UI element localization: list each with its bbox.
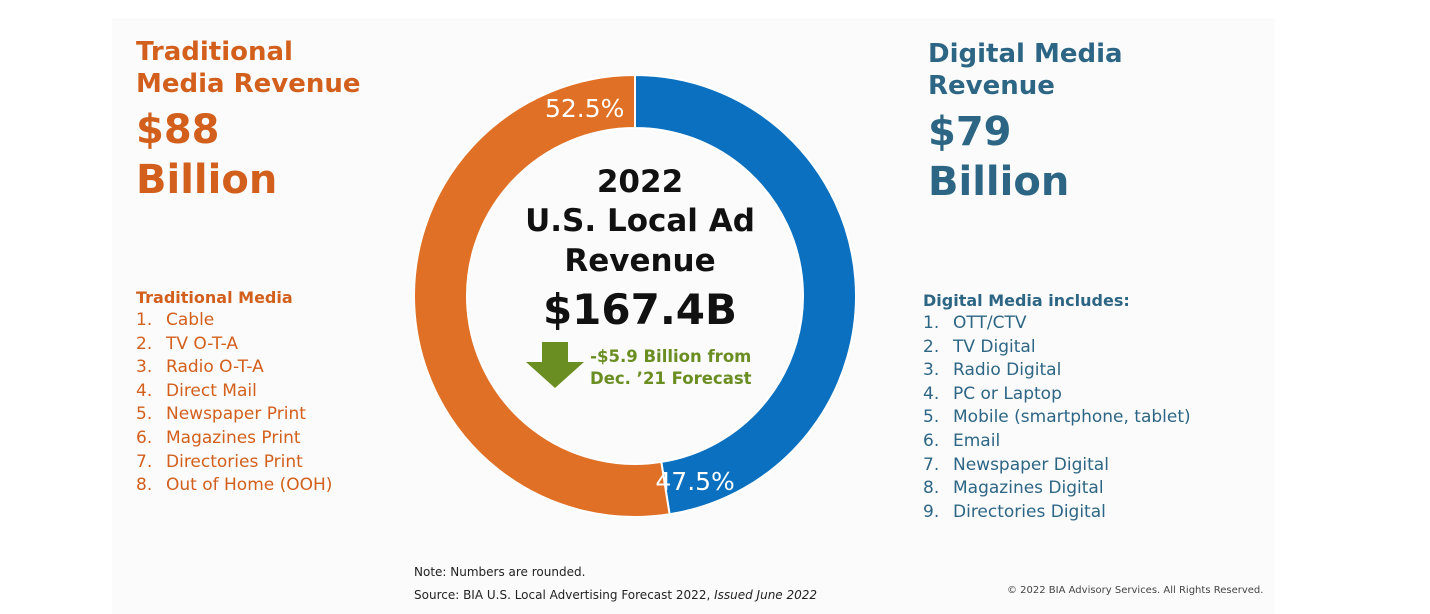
donut-center: 2022 U.S. Local Ad Revenue $167.4B bbox=[500, 163, 780, 335]
center-total: $167.4B bbox=[542, 285, 738, 334]
list-item-label: Out of Home (OOH) bbox=[166, 475, 333, 496]
digital-slice bbox=[634, 75, 856, 516]
list-item-label: OTT/CTV bbox=[953, 313, 1027, 333]
list-item-label: Radio Digital bbox=[953, 360, 1062, 381]
list-item: 7. Directories Print bbox=[136, 451, 332, 475]
copyright: © 2022 BIA Advisory Services. All Rights… bbox=[1007, 585, 1264, 596]
digital-list-title: Digital Media includes: bbox=[923, 291, 1130, 310]
list-item-label: Radio O-T-A bbox=[166, 357, 264, 378]
forecast-change-line2: Dec. ’21 Forecast bbox=[590, 369, 752, 388]
list-item-number: 8. bbox=[923, 478, 940, 499]
list-item: 9. Directories Digital bbox=[923, 501, 1191, 525]
list-item: 2. TV Digital bbox=[923, 336, 1191, 360]
forecast-change-line1: -$5.9 Billion from bbox=[590, 347, 752, 366]
list-item-label: Magazines Print bbox=[166, 427, 301, 448]
digital-list-block: Digital Media includes: 1. OTT/CTV 2. TV D… bbox=[923, 290, 1191, 524]
list-item-label: PC or Laptop bbox=[953, 383, 1062, 404]
list-item: 1. OTT/CTV bbox=[923, 312, 1191, 336]
list-item-number: 7. bbox=[923, 454, 940, 475]
traditional-amount: $88 bbox=[136, 107, 220, 153]
source-text: Source: BIA U.S. Local Advertising Forec… bbox=[414, 588, 715, 602]
traditional-amount-block: $88 Billion bbox=[136, 105, 277, 205]
list-item-label: TV O-T-A bbox=[166, 333, 239, 354]
list-item-label: Directories Digital bbox=[953, 501, 1106, 522]
traditional-list-block: Traditional Media 1. Cable 2. TV O-T-A 3. R… bbox=[136, 287, 332, 498]
digital-list: 1. OTT/CTV 2. TV Digital 3. Radio Digital 4… bbox=[923, 312, 1191, 524]
list-item: 7. Newspaper Digital bbox=[923, 454, 1191, 478]
traditional-header: Traditional Media Revenue bbox=[136, 36, 361, 100]
traditional-percent-label: 52.5% bbox=[545, 94, 624, 123]
donut-chart: 52.5% 47.5% bbox=[414, 75, 856, 517]
list-item-label: Directories Print bbox=[166, 451, 303, 472]
list-item-label: Cable bbox=[166, 310, 215, 330]
list-item-number: 8. bbox=[136, 475, 153, 496]
footnote: Note: Numbers are rounded. bbox=[414, 565, 586, 579]
source-issued: Issued June 2022 bbox=[714, 588, 818, 602]
list-item-number: 7. bbox=[136, 451, 153, 472]
list-item-label: TV Digital bbox=[953, 336, 1036, 357]
digital-header-line2: Revenue bbox=[928, 71, 1055, 101]
list-item-number: 1. bbox=[136, 310, 153, 330]
list-item: 8. Out of Home (OOH) bbox=[136, 474, 332, 498]
list-item: 5. Mobile (smartphone, tablet) bbox=[923, 406, 1191, 430]
list-item-label: Mobile (smartphone, tablet) bbox=[953, 407, 1191, 428]
traditional-list-title: Traditional Media bbox=[136, 288, 293, 307]
list-item-label: Direct Mail bbox=[166, 380, 257, 401]
list-item: 6. Magazines Print bbox=[136, 427, 332, 451]
list-item-number: 2. bbox=[136, 333, 153, 354]
list-item-label: Magazines Digital bbox=[953, 478, 1104, 499]
list-item-number: 3. bbox=[923, 360, 940, 381]
list-item-number: 5. bbox=[136, 404, 153, 425]
digital-amount-block: $79 Billion bbox=[928, 107, 1069, 207]
digital-percent-label: 47.5% bbox=[655, 467, 734, 496]
traditional-header-line1: Traditional bbox=[136, 37, 293, 67]
list-item: 8. Magazines Digital bbox=[923, 477, 1191, 501]
list-item-label: Newspaper Digital bbox=[953, 454, 1109, 475]
list-item-number: 3. bbox=[136, 357, 153, 378]
list-item: 2. TV O-T-A bbox=[136, 333, 332, 357]
traditional-slice bbox=[414, 75, 671, 517]
list-item-number: 6. bbox=[136, 427, 153, 448]
center-title-line1: U.S. Local Ad bbox=[525, 203, 755, 239]
list-item-number: 4. bbox=[923, 383, 940, 404]
down-arrow-icon bbox=[526, 342, 584, 388]
forecast-change: -$5.9 Billion from Dec. ’21 Forecast bbox=[590, 346, 752, 390]
digital-header-line1: Digital Media bbox=[928, 39, 1123, 69]
list-item-number: 6. bbox=[923, 430, 940, 451]
list-item-number: 1. bbox=[923, 313, 940, 333]
traditional-unit: Billion bbox=[136, 157, 278, 203]
center-title-line2: Revenue bbox=[564, 243, 716, 279]
list-item-number: 4. bbox=[136, 380, 153, 401]
list-item: 4. Direct Mail bbox=[136, 380, 332, 404]
list-item: 6. Email bbox=[923, 430, 1191, 454]
list-item-label: Email bbox=[953, 430, 1001, 451]
list-item: 3. Radio Digital bbox=[923, 359, 1191, 383]
traditional-header-line2: Media Revenue bbox=[136, 69, 361, 99]
source-line: Source: BIA U.S. Local Advertising Forec… bbox=[414, 588, 817, 602]
list-item: 5. Newspaper Print bbox=[136, 403, 332, 427]
digital-header: Digital Media Revenue bbox=[928, 38, 1123, 102]
list-item-number: 9. bbox=[923, 501, 940, 522]
digital-unit: Billion bbox=[928, 159, 1070, 205]
list-item: 4. PC or Laptop bbox=[923, 383, 1191, 407]
list-item-number: 2. bbox=[923, 336, 940, 357]
center-year: 2022 bbox=[596, 164, 684, 200]
list-item: 3. Radio O-T-A bbox=[136, 356, 332, 380]
traditional-list: 1. Cable 2. TV O-T-A 3. Radio O-T-A 4. Direc… bbox=[136, 309, 332, 498]
list-item: 1. Cable bbox=[136, 309, 332, 333]
digital-amount: $79 bbox=[928, 109, 1012, 155]
list-item-label: Newspaper Print bbox=[166, 404, 306, 425]
list-item-number: 5. bbox=[923, 407, 940, 428]
